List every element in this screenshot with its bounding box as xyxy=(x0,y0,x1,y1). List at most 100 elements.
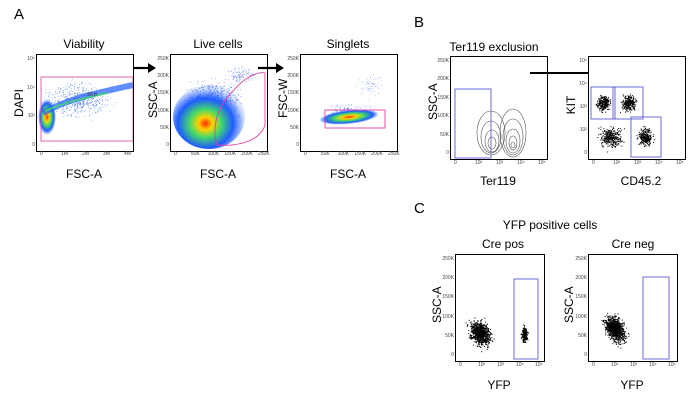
ter119-xlabel: Ter119 xyxy=(480,174,516,188)
singlets-yticks: 250K 200K 150K 100K 50K 0 xyxy=(285,54,300,150)
ter119-yticks: 250K 200K 150K 100K 50K 0 xyxy=(435,56,450,158)
y-tick-label: 50K xyxy=(290,124,299,131)
y-tick-label: 100K xyxy=(575,313,587,320)
kit-cd45-yticks: 10⁵ 10⁴ 10³ 10² 0 xyxy=(576,56,588,158)
x-tick-label: 0 xyxy=(40,151,43,157)
y-tick-label: 200K xyxy=(437,76,449,83)
x-tick-label: 10² xyxy=(611,362,619,368)
x-tick-label: 0 xyxy=(459,362,462,368)
x-tick-label: 10³ xyxy=(634,160,642,166)
y-tick-label: 10³ xyxy=(27,113,35,120)
singlets-title: Singlets xyxy=(326,37,370,51)
y-tick-label: 100K xyxy=(287,107,299,114)
y-tick-label: 150K xyxy=(437,94,449,101)
arrow-viability-to-live xyxy=(134,63,156,73)
singlets-xlabel: FSC-A xyxy=(330,167,366,181)
cre-neg-title: Cre neg xyxy=(611,237,655,251)
x-tick-label: 2M xyxy=(82,151,89,157)
arrow-live-to-singlets xyxy=(258,63,284,73)
cre-neg-xlabel: YFP xyxy=(620,378,644,392)
y-tick-label: 200K xyxy=(575,275,587,282)
x-tick-label: 0 xyxy=(454,160,457,166)
y-tick-label: 250K xyxy=(437,58,449,64)
viability-xlabel: FSC-A xyxy=(66,167,102,181)
x-tick-label: 50K xyxy=(320,151,330,157)
x-tick-label: 10³ xyxy=(630,362,638,368)
y-tick-label: 50K xyxy=(160,124,169,131)
x-tick-label: 10⁴ xyxy=(655,160,663,166)
x-tick-label: 10⁵ xyxy=(535,362,543,368)
live-cells-density xyxy=(173,66,266,149)
x-tick-label: 10⁴ xyxy=(516,362,524,368)
live-cells-title: Live cells xyxy=(193,37,243,51)
singlets-xticks: 0 50K 100K 150K 200K 250K xyxy=(300,151,400,159)
y-tick-label: 50K xyxy=(445,332,454,339)
y-tick-label: 10⁴ xyxy=(27,84,35,91)
panel-letter-c: C xyxy=(414,200,425,217)
x-tick-label: 10⁵ xyxy=(676,160,684,166)
y-tick-label: 50K xyxy=(440,131,449,138)
ter119-title: Ter119 exclusion xyxy=(449,40,539,54)
y-tick-label: 10⁴ xyxy=(579,81,587,87)
x-tick-label: 0 xyxy=(592,362,595,368)
x-tick-label: 10² xyxy=(475,160,483,166)
y-tick-label: 10³ xyxy=(579,104,587,110)
x-tick-label: 10³ xyxy=(497,362,505,368)
x-tick-label: 150K xyxy=(224,151,237,157)
cre-pos-dots xyxy=(465,278,539,360)
y-tick-label: 250K xyxy=(157,56,169,62)
x-tick-label: 200K xyxy=(371,151,383,157)
x-tick-label: 150K xyxy=(354,151,367,157)
cre-pos-yticks: 250K 200K 150K 100K 50K 0 xyxy=(440,254,455,360)
cre-neg-plot xyxy=(588,254,678,362)
x-tick-label: 250K xyxy=(388,151,400,157)
y-tick-label: 150K xyxy=(575,294,587,301)
live-cells-plot xyxy=(170,54,268,152)
viability-plot: 90.8 xyxy=(36,54,134,152)
x-tick-label: 10³ xyxy=(496,160,504,166)
panel-letter-b: B xyxy=(414,14,425,31)
viability-yticks: 10⁵ 10⁴ 10³ 0 xyxy=(26,54,36,150)
live-cells-yticks: 250K 200K 150K 100K 50K 0 xyxy=(155,54,170,150)
x-tick-label: 0 xyxy=(174,151,177,157)
y-tick-label: 0 xyxy=(584,352,587,358)
viability-title: Viability xyxy=(63,37,105,51)
x-tick-label: 100K xyxy=(337,151,350,157)
y-tick-label: 0 xyxy=(584,150,587,156)
ter119-contour xyxy=(454,88,527,159)
y-tick-label: 100K xyxy=(157,107,169,114)
x-tick-label: 3M xyxy=(103,151,110,157)
y-tick-label: 200K xyxy=(287,73,299,80)
x-tick-label: 1M xyxy=(61,151,68,157)
x-tick-label: 200K xyxy=(241,151,253,157)
y-tick-label: 0 xyxy=(446,150,449,156)
singlets-density xyxy=(319,74,386,129)
kit-cd45-xticks: 0 10² 10³ 10⁴ 10⁵ xyxy=(588,160,684,168)
y-tick-label: 150K xyxy=(157,90,169,97)
viability-density xyxy=(38,76,133,142)
y-tick-label: 0 xyxy=(296,142,299,148)
x-tick-label: 100K xyxy=(207,151,220,157)
cre-pos-plot xyxy=(455,254,545,362)
x-tick-label: 50K xyxy=(190,151,200,157)
cd45-xlabel: CD45.2 xyxy=(620,174,662,188)
x-tick-label: 10⁴ xyxy=(517,160,525,166)
live-cells-xlabel: FSC-A xyxy=(200,167,236,181)
y-tick-label: 200K xyxy=(442,275,454,282)
x-tick-label: 10⁵ xyxy=(538,160,546,166)
viability-xticks: 0 1M 2M 3M 4M xyxy=(36,151,132,159)
cre-pos-xticks: 0 10² 10³ 10⁴ 10⁵ xyxy=(455,362,543,370)
ter119-plot xyxy=(450,56,548,160)
cre-pos-title: Cre pos xyxy=(481,237,525,251)
singlets-plot xyxy=(300,54,398,152)
kit-cd45-dots xyxy=(590,86,662,158)
x-tick-label: 10² xyxy=(613,160,621,166)
y-tick-label: 10⁵ xyxy=(579,58,587,64)
cre-pos-xlabel: YFP xyxy=(487,378,511,392)
y-tick-label: 250K xyxy=(287,56,299,62)
y-tick-label: 100K xyxy=(437,113,449,120)
live-cells-xticks: 0 50K 100K 150K 200K 250K xyxy=(170,151,270,159)
x-tick-label: 10⁵ xyxy=(668,362,676,368)
y-tick-label: 150K xyxy=(287,90,299,97)
x-tick-label: 10² xyxy=(478,362,486,368)
